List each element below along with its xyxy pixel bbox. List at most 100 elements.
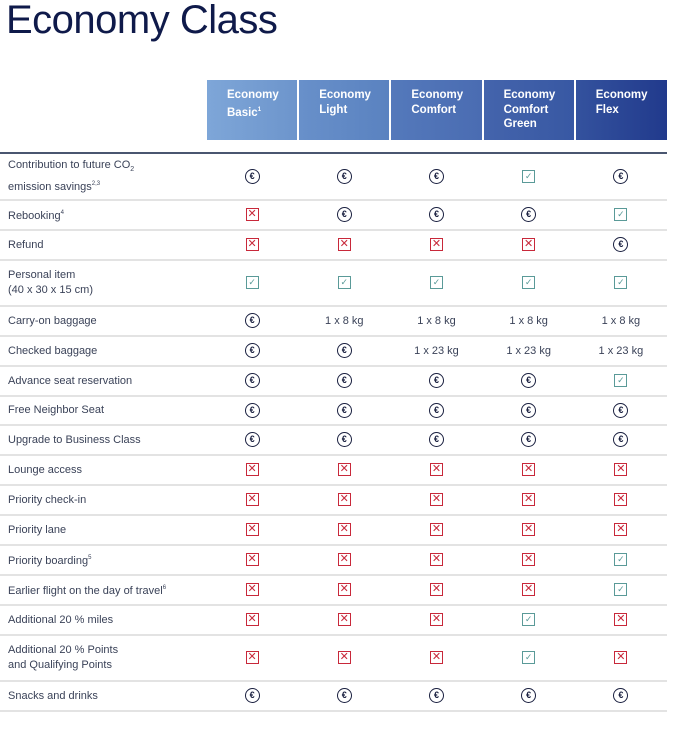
check-icon: ✓ [614, 374, 628, 388]
row-label: Snacks and drinks [0, 681, 206, 712]
euro-icon: € [336, 168, 352, 184]
cell: ✓ [482, 153, 575, 201]
euro-icon: € [521, 373, 537, 389]
cell: ✓ [574, 260, 667, 307]
row-label: Rebooking4 [0, 200, 206, 231]
cell: ✕ [574, 635, 667, 682]
check-icon: ✓ [614, 208, 628, 222]
euro-icon: € [336, 207, 352, 223]
cross-icon: ✕ [337, 463, 351, 477]
euro-icon: € [336, 343, 352, 359]
fare-comparison-table: Economy Basic1 Economy Light Economy Comfort E… [0, 80, 667, 712]
euro-icon: € [244, 432, 260, 448]
column-header-4: Economy Flex [573, 80, 667, 140]
cell-value: 1 x 8 kg [574, 306, 667, 337]
cross-icon: ✕ [429, 463, 443, 477]
cross-icon: ✕ [245, 583, 259, 597]
cross-icon: ✕ [337, 651, 351, 665]
table-row: Earlier flight on the day of travel6 ✕ ✕ ✕ ✕… [0, 575, 667, 606]
cell: € [574, 425, 667, 456]
table-row: Rebooking4 ✕ € € € ✓ [0, 200, 667, 231]
cell: ✕ [482, 230, 575, 261]
cell: € [482, 396, 575, 426]
cell: ✕ [298, 575, 391, 606]
row-label: Lounge access [0, 455, 206, 486]
cross-icon: ✕ [337, 523, 351, 537]
euro-icon: € [428, 168, 444, 184]
cross-icon: ✕ [614, 651, 628, 665]
table-row: Lounge access ✕ ✕ ✕ ✕ ✕ [0, 455, 667, 486]
cell: ✓ [482, 260, 575, 307]
header-row: Economy Basic1 Economy Light Economy Comfort E… [0, 80, 667, 140]
cell: ✕ [298, 455, 391, 486]
table-row: Advance seat reservation € € € € ✓ [0, 366, 667, 397]
table-row: Upgrade to Business Class € € € € € [0, 425, 667, 456]
cross-icon: ✕ [337, 238, 351, 252]
cell: € [574, 230, 667, 261]
cell: ✕ [390, 605, 483, 636]
cell: € [390, 681, 483, 712]
cell: ✕ [298, 230, 391, 261]
table-row: Free Neighbor Seat € € € € € [0, 396, 667, 426]
euro-icon: € [521, 688, 537, 704]
cell: ✕ [206, 545, 299, 576]
cell: € [298, 200, 391, 231]
cell: ✕ [206, 200, 299, 231]
cell: ✕ [206, 455, 299, 486]
row-label: Personal item (40 x 30 x 15 cm) [0, 260, 206, 307]
cell: ✕ [298, 515, 391, 546]
cell: ✕ [390, 230, 483, 261]
cell: € [482, 200, 575, 231]
cell: ✓ [574, 545, 667, 576]
column-header-3: Economy Comfort Green [481, 80, 575, 140]
cell: € [206, 681, 299, 712]
row-label: Priority lane [0, 515, 206, 546]
check-icon: ✓ [429, 276, 443, 290]
table-row: Snacks and drinks € € € € € [0, 681, 667, 712]
cell: € [298, 336, 391, 367]
row-label: Additional 20 % miles [0, 605, 206, 636]
cross-icon: ✕ [429, 613, 443, 627]
cell: ✓ [574, 200, 667, 231]
column-header-1: Economy Light [297, 80, 391, 140]
cross-icon: ✕ [522, 523, 536, 537]
cell: € [206, 336, 299, 367]
header-empty-cell [0, 80, 206, 140]
cell-value: 1 x 23 kg [390, 336, 483, 367]
cross-icon: ✕ [429, 523, 443, 537]
cell: ✕ [482, 455, 575, 486]
row-label: Priority check-in [0, 485, 206, 516]
table-row: Priority boarding5 ✕ ✕ ✕ ✕ ✓ [0, 545, 667, 576]
cross-icon: ✕ [429, 651, 443, 665]
cross-icon: ✕ [522, 463, 536, 477]
cell: ✕ [574, 515, 667, 546]
cell: ✕ [206, 605, 299, 636]
cell-value: 1 x 23 kg [574, 336, 667, 367]
euro-icon: € [244, 402, 260, 418]
euro-icon: € [336, 688, 352, 704]
cell: ✕ [482, 545, 575, 576]
euro-icon: € [336, 432, 352, 448]
cell: ✕ [206, 635, 299, 682]
cross-icon: ✕ [522, 583, 536, 597]
cell: ✓ [298, 260, 391, 307]
euro-icon: € [613, 402, 629, 418]
cross-icon: ✕ [245, 523, 259, 537]
cell: ✓ [574, 575, 667, 606]
cell: ✕ [206, 515, 299, 546]
cell: ✓ [482, 635, 575, 682]
cell: € [574, 681, 667, 712]
row-label: Earlier flight on the day of travel6 [0, 575, 206, 606]
cell-value: 1 x 8 kg [482, 306, 575, 337]
cell: € [298, 681, 391, 712]
cross-icon: ✕ [337, 493, 351, 507]
cell: ✕ [298, 635, 391, 682]
cell: € [206, 306, 299, 337]
cross-icon: ✕ [614, 463, 628, 477]
euro-icon: € [521, 432, 537, 448]
cell: € [482, 366, 575, 397]
column-header-2: Economy Comfort [389, 80, 483, 140]
row-label: Carry-on baggage [0, 306, 206, 337]
cross-icon: ✕ [522, 238, 536, 252]
euro-icon: € [244, 373, 260, 389]
